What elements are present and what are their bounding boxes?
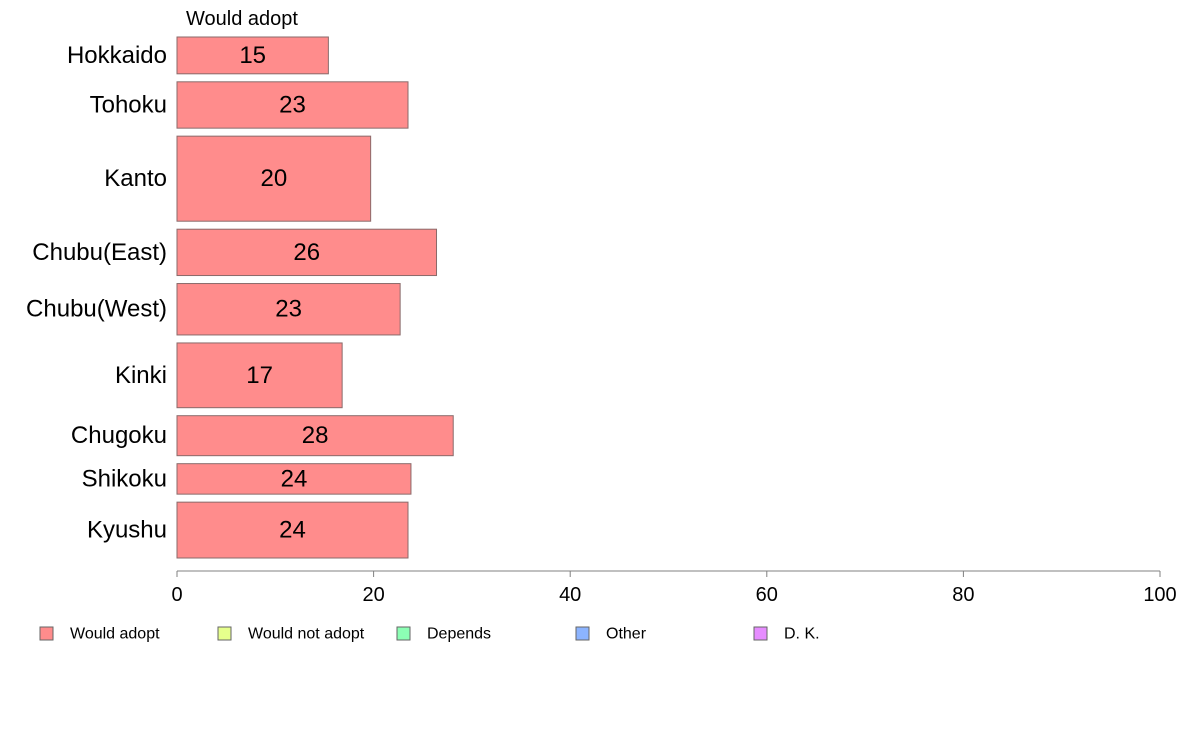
bar-chubu-west--s0: [176, 283, 401, 336]
legend-swatch: [217, 626, 232, 641]
category-label: Chugoku: [71, 422, 167, 449]
value-label: 24: [279, 517, 306, 544]
x-tick-label: 20: [362, 584, 384, 606]
bar-shikoku-s0: [176, 463, 412, 495]
bar-chugoku-s0: [176, 415, 454, 457]
value-label: 26: [293, 239, 320, 266]
legend-label: Depends: [427, 626, 491, 643]
legend-swatch: [396, 626, 411, 641]
category-label: Shikoku: [82, 465, 167, 492]
x-tick-label: 0: [171, 584, 182, 606]
bar-hokkaido-s0: [176, 36, 329, 75]
legend-label: Other: [606, 626, 647, 643]
category-label: Chubu(West): [26, 296, 167, 323]
legend-swatch: [753, 626, 768, 641]
legend-swatch: [39, 626, 54, 641]
value-label: 23: [279, 91, 306, 118]
legend-swatch: [575, 626, 590, 641]
legend-label: D. K.: [784, 626, 820, 643]
value-label: 28: [302, 422, 329, 449]
legend-label: Would not adopt: [248, 626, 365, 643]
x-tick-label: 60: [756, 584, 778, 606]
category-label: Kanto: [104, 165, 167, 192]
x-tick-label: 100: [1143, 584, 1176, 606]
category-label: Kinki: [115, 362, 167, 389]
legend-label: Would adopt: [70, 626, 160, 643]
bar-tohoku-s0: [176, 81, 409, 129]
category-label: Chubu(East): [32, 239, 167, 266]
x-axis: 0 20 40 60 80 100: [171, 570, 1177, 606]
bar-kanto-s0: [176, 135, 372, 222]
legend: Would adopt Would not adopt Depends Other D.…: [39, 626, 820, 643]
category-label: Kyushu: [87, 517, 167, 544]
category-label: Hokkaido: [67, 42, 167, 69]
value-label: 20: [260, 165, 287, 192]
bars-group: 15 23 20 26 23 17 28 24 24: [176, 36, 454, 559]
x-tick-label: 80: [952, 584, 974, 606]
value-label: 24: [281, 465, 308, 492]
category-labels: Hokkaido Tohoku Kanto Chubu(East) Chubu(West…: [26, 42, 167, 544]
value-label: 23: [275, 296, 302, 323]
bar-chubu-east--s0: [176, 228, 438, 277]
x-tick-label: 40: [559, 584, 581, 606]
series-header: Would adopt: [186, 8, 298, 30]
bar-kinki-s0: [176, 342, 343, 409]
value-label: 15: [239, 42, 266, 69]
bar-kyushu-s0: [176, 501, 409, 559]
value-label: 17: [246, 362, 273, 389]
category-label: Tohoku: [90, 91, 167, 118]
